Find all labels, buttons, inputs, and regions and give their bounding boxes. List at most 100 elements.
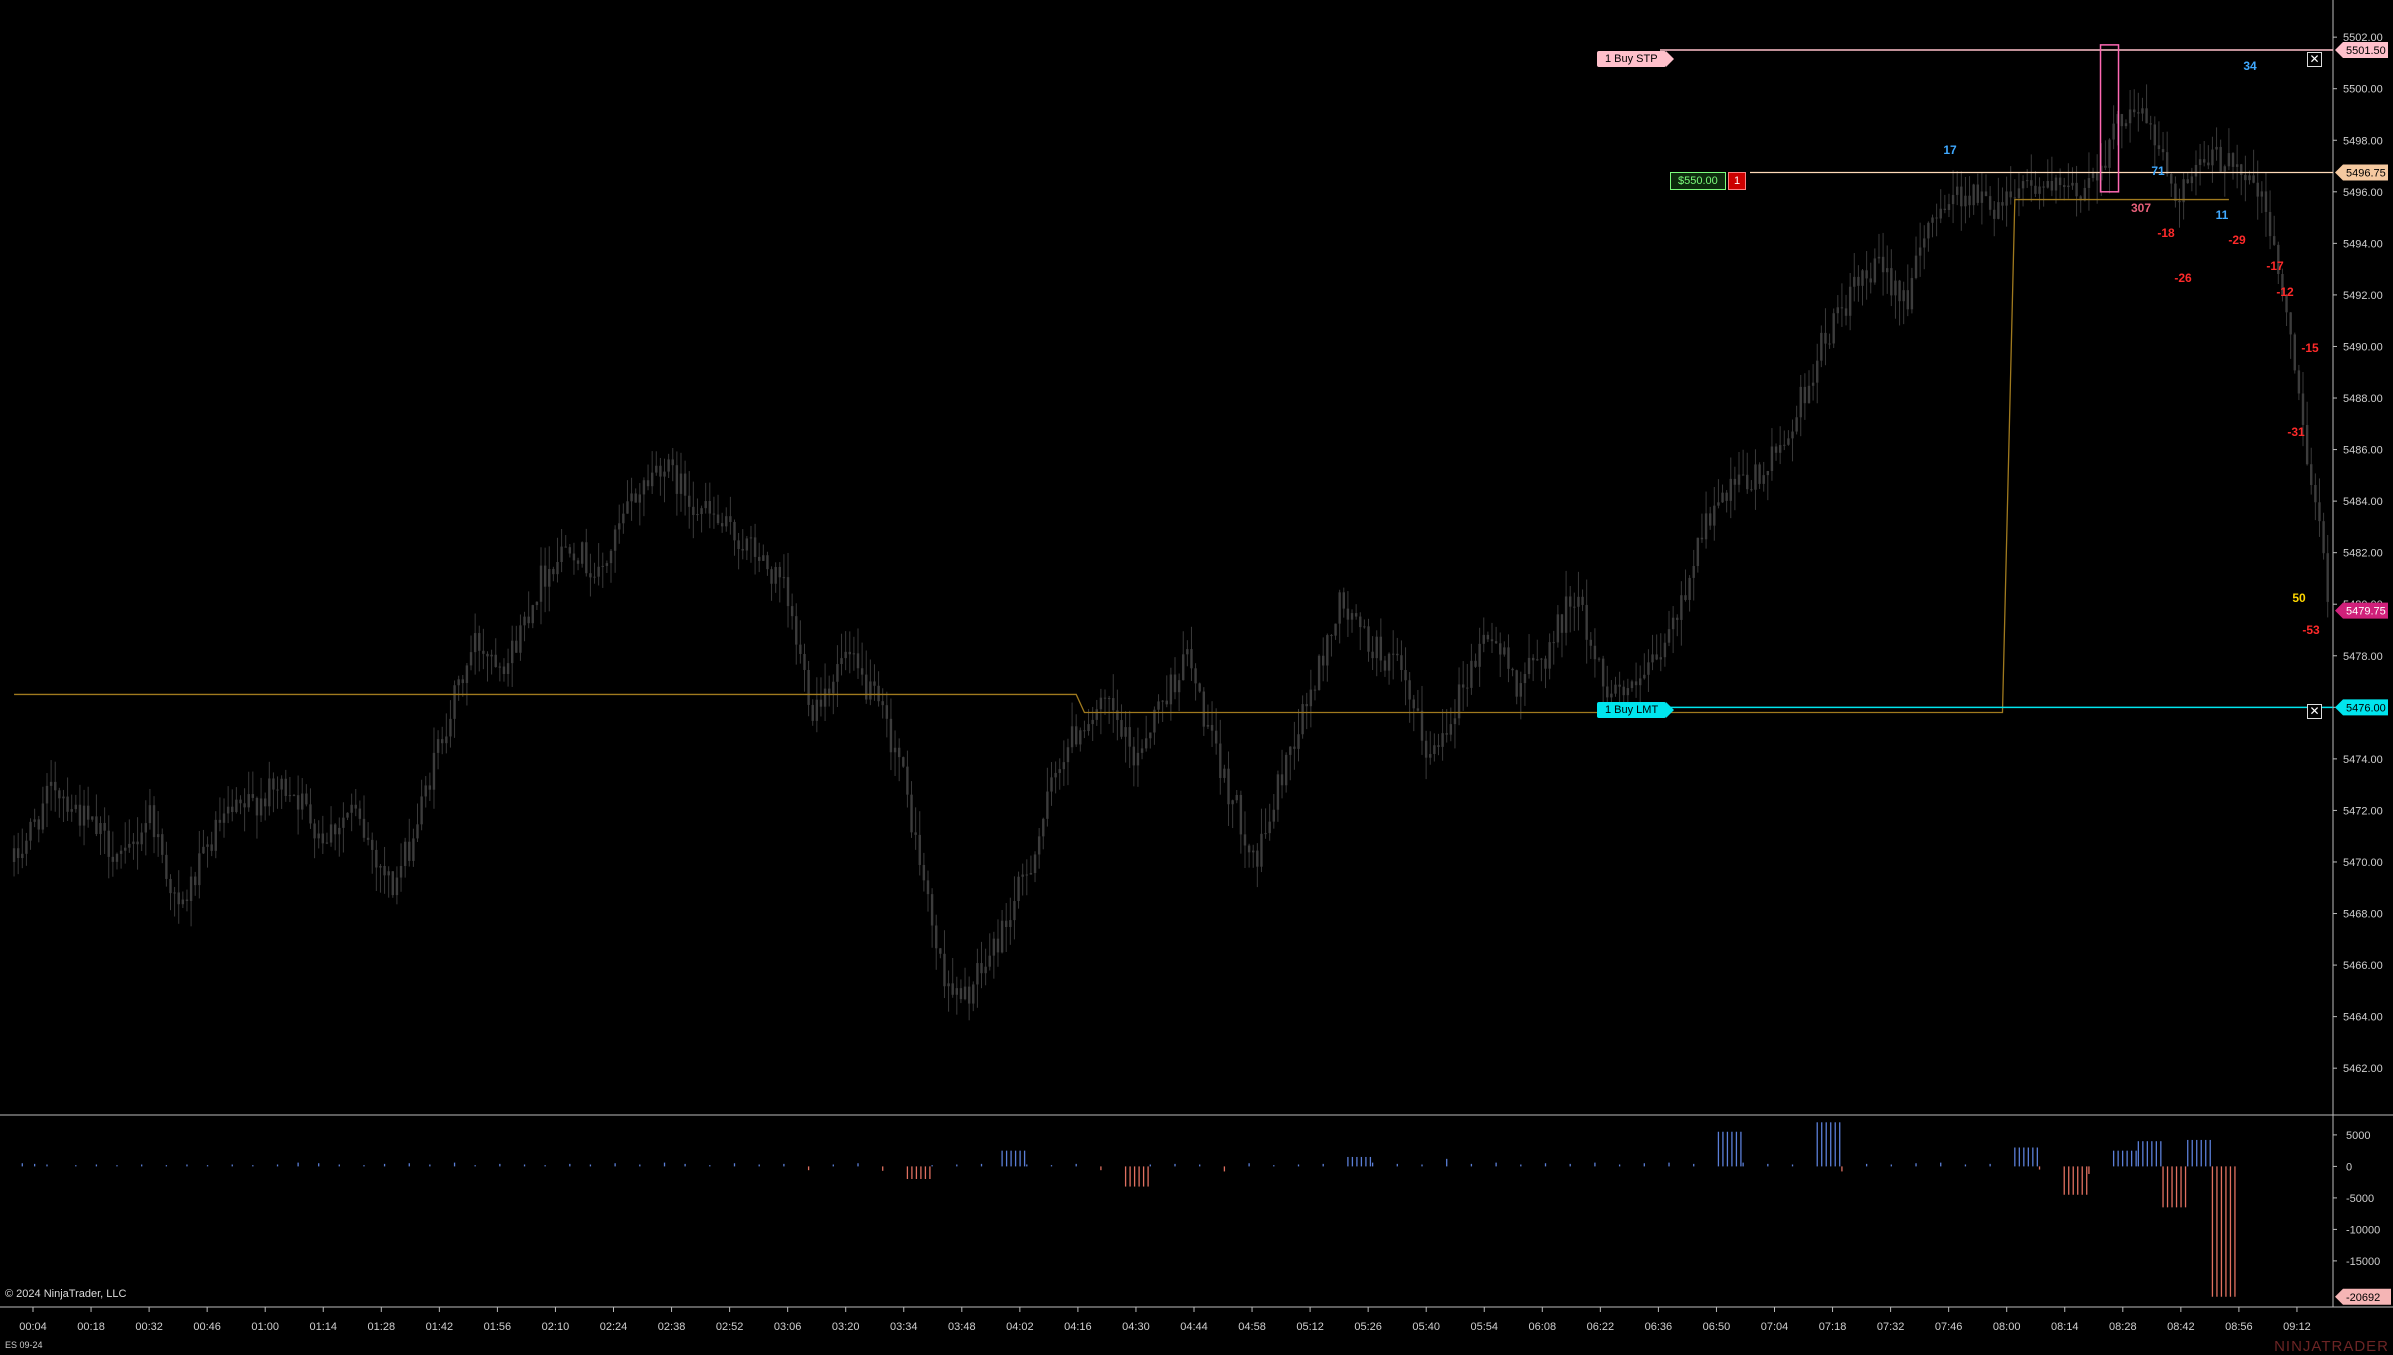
candle-body	[41, 803, 45, 830]
candle-body	[1276, 774, 1280, 810]
candle-body	[115, 853, 119, 862]
indicator-current-bg	[2335, 1288, 2391, 1305]
candle-body	[2083, 187, 2087, 201]
price-tick-label: 5464.00	[2343, 1012, 2383, 1024]
candle-body	[2248, 175, 2251, 181]
candle-body	[1881, 256, 1885, 273]
candle-body	[1363, 626, 1366, 628]
time-tick-label: 08:42	[2167, 1321, 2195, 1333]
candle-body	[877, 685, 880, 702]
candle-body	[893, 747, 897, 753]
candle-body	[1836, 307, 1840, 314]
candle-body	[1334, 623, 1337, 636]
candle-body	[62, 796, 65, 799]
candle-body	[428, 785, 432, 790]
candle-body	[375, 849, 378, 868]
candle-body	[469, 652, 473, 666]
candle-body	[362, 818, 366, 838]
candle-body	[1173, 674, 1177, 693]
candle-body	[498, 666, 502, 668]
candle-body	[395, 877, 399, 896]
price-tick-label: 5482.00	[2343, 548, 2383, 560]
candle-body	[490, 654, 493, 657]
buy-stop-order-tag[interactable]: 1 Buy STP	[1597, 51, 1674, 67]
candle-body	[214, 819, 217, 851]
candle-body	[2104, 165, 2107, 168]
candle-body	[1091, 719, 1094, 725]
candle-body	[1857, 276, 1860, 286]
candle-body	[358, 808, 362, 819]
candle-body	[922, 864, 926, 881]
candle-body	[1239, 794, 1243, 835]
candle-body	[1066, 747, 1070, 763]
candle-body	[449, 718, 452, 737]
candle-body	[1260, 833, 1263, 867]
candle-body	[461, 679, 464, 684]
candle-body	[1231, 800, 1234, 805]
candle-body	[354, 804, 357, 809]
position-pnl-badge[interactable]: $550.00	[1670, 172, 1726, 190]
candle-body	[671, 459, 674, 466]
candle-body	[766, 555, 769, 570]
candle-body	[2186, 179, 2189, 184]
candle-body	[2120, 114, 2124, 127]
time-tick-label: 03:06	[774, 1321, 802, 1333]
candle-body	[865, 674, 868, 700]
close-icon[interactable]: ✕	[2307, 704, 2322, 719]
candle-body	[655, 465, 658, 473]
time-tick-label: 05:54	[1470, 1321, 1498, 1333]
close-icon[interactable]: ✕	[2307, 52, 2322, 67]
candle-body	[1441, 733, 1444, 747]
candle-body	[95, 816, 98, 835]
bar-number-label: 11	[2216, 208, 2229, 222]
candle-body	[543, 565, 547, 587]
candle-body	[790, 606, 794, 617]
price-tick-label: 5468.00	[2343, 909, 2383, 921]
candle-body	[2046, 180, 2049, 188]
price-tick-label: 5484.00	[2343, 496, 2383, 508]
time-tick-label: 07:18	[1819, 1321, 1847, 1333]
position-quantity-badge[interactable]: 1	[1728, 172, 1746, 190]
candle-body	[902, 757, 905, 767]
candle-body	[2314, 484, 2317, 503]
candle-body	[2116, 114, 2119, 124]
candle-body	[185, 899, 189, 901]
candle-body	[486, 653, 489, 657]
candle-body	[259, 798, 263, 816]
candle-body	[1457, 684, 1461, 719]
candle-body	[441, 739, 444, 744]
candle-body	[1005, 920, 1008, 928]
candle-body	[453, 685, 456, 719]
candle-body	[1622, 686, 1625, 696]
candle-body	[753, 537, 757, 557]
candle-body	[1359, 616, 1362, 628]
candle-body	[2301, 393, 2305, 425]
candle-body	[733, 521, 736, 541]
candle-body	[642, 480, 646, 495]
candle-body	[1894, 280, 1897, 296]
current-price-axis-label: 5479.75	[2346, 606, 2386, 618]
candle-body	[206, 844, 209, 847]
candle-body	[930, 894, 934, 926]
candle-body	[1606, 686, 1609, 698]
time-tick-label: 08:56	[2225, 1321, 2253, 1333]
candle-body	[2161, 149, 2165, 153]
candle-body	[967, 986, 971, 1004]
candle-body	[1787, 438, 1790, 445]
candle-body	[737, 540, 740, 550]
candle-body	[91, 816, 94, 820]
candle-body	[2137, 112, 2140, 114]
average-line	[14, 198, 2229, 714]
candle-body	[82, 805, 86, 826]
buy-limit-order-tag[interactable]: 1 Buy LMT	[1597, 702, 1675, 718]
candle-body	[613, 529, 617, 551]
candle-body	[2235, 164, 2239, 167]
price-tick-label: 5478.00	[2343, 651, 2383, 663]
candle-body	[2285, 294, 2288, 313]
candle-body	[202, 846, 205, 854]
candle-body	[1219, 743, 1222, 778]
time-tick-label: 00:46	[193, 1321, 221, 1333]
candle-body	[1733, 478, 1737, 485]
time-tick-label: 00:04	[19, 1321, 47, 1333]
